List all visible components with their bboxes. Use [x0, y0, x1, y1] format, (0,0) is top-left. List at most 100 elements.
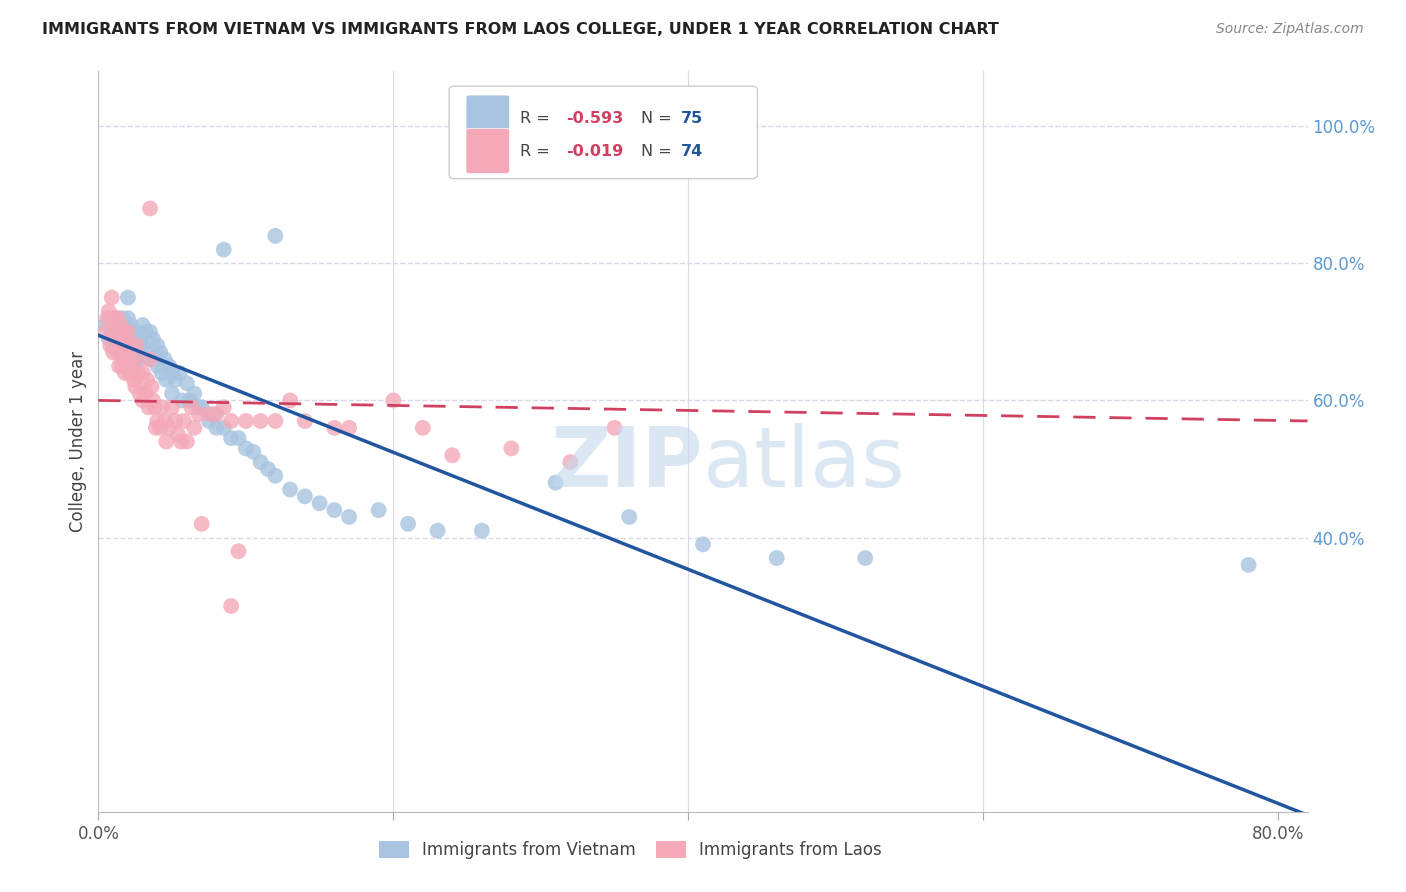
- Point: [603, 421, 626, 435]
- Point: [146, 414, 169, 428]
- Point: [143, 352, 166, 367]
- Point: [120, 318, 142, 332]
- Point: [179, 393, 201, 408]
- Point: [98, 338, 121, 352]
- Point: [96, 311, 118, 326]
- Point: [115, 332, 138, 346]
- Point: [131, 318, 153, 332]
- Y-axis label: College, Under 1 year: College, Under 1 year: [69, 351, 87, 533]
- Point: [560, 455, 582, 469]
- Point: [124, 352, 146, 367]
- Point: [121, 325, 143, 339]
- Point: [294, 489, 316, 503]
- Point: [308, 496, 330, 510]
- Point: [198, 407, 221, 421]
- Point: [136, 373, 159, 387]
- Point: [101, 325, 124, 339]
- Point: [412, 421, 434, 435]
- Point: [205, 421, 228, 435]
- Point: [183, 421, 205, 435]
- Point: [114, 345, 136, 359]
- Point: [278, 483, 301, 497]
- Point: [117, 352, 139, 367]
- Point: [441, 448, 464, 462]
- Point: [128, 386, 150, 401]
- Point: [153, 414, 176, 428]
- Point: [187, 407, 209, 421]
- Point: [111, 359, 134, 373]
- FancyBboxPatch shape: [465, 128, 509, 174]
- Point: [157, 359, 180, 373]
- Point: [139, 352, 162, 367]
- Point: [101, 338, 124, 352]
- Point: [104, 311, 127, 326]
- Point: [149, 421, 172, 435]
- Text: 75: 75: [682, 111, 703, 126]
- Point: [190, 401, 212, 415]
- Point: [692, 537, 714, 551]
- Point: [323, 421, 346, 435]
- Point: [121, 359, 143, 373]
- Point: [396, 516, 419, 531]
- Point: [337, 421, 360, 435]
- Point: [142, 332, 165, 346]
- Text: R =: R =: [520, 144, 555, 159]
- Point: [219, 431, 242, 445]
- Point: [170, 434, 193, 449]
- Point: [853, 551, 876, 566]
- Point: [167, 427, 190, 442]
- Point: [127, 366, 149, 380]
- Point: [138, 401, 160, 415]
- Point: [169, 366, 191, 380]
- Point: [294, 414, 316, 428]
- Point: [173, 414, 195, 428]
- Point: [180, 401, 202, 415]
- Point: [145, 421, 167, 435]
- Point: [264, 468, 287, 483]
- Point: [264, 414, 287, 428]
- Text: atlas: atlas: [703, 423, 904, 504]
- Point: [114, 366, 136, 380]
- Point: [212, 243, 235, 257]
- Point: [97, 304, 120, 318]
- Point: [176, 376, 198, 391]
- Point: [165, 373, 187, 387]
- Point: [110, 318, 132, 332]
- Point: [124, 352, 146, 367]
- Point: [97, 332, 120, 346]
- Point: [257, 462, 280, 476]
- Text: N =: N =: [641, 111, 678, 126]
- Point: [101, 325, 124, 339]
- Point: [228, 431, 250, 445]
- Point: [153, 352, 176, 367]
- Point: [131, 393, 153, 408]
- Point: [149, 345, 172, 359]
- Point: [110, 332, 132, 346]
- Text: IMMIGRANTS FROM VIETNAM VS IMMIGRANTS FROM LAOS COLLEGE, UNDER 1 YEAR CORRELATIO: IMMIGRANTS FROM VIETNAM VS IMMIGRANTS FR…: [42, 22, 1000, 37]
- Point: [120, 338, 142, 352]
- Point: [122, 373, 145, 387]
- Point: [98, 311, 121, 326]
- Text: R =: R =: [520, 111, 555, 126]
- Text: N =: N =: [641, 144, 678, 159]
- Point: [100, 291, 122, 305]
- Point: [142, 393, 165, 408]
- Point: [212, 421, 235, 435]
- Point: [141, 380, 163, 394]
- Point: [619, 510, 641, 524]
- Point: [264, 228, 287, 243]
- Point: [139, 352, 162, 367]
- Point: [190, 516, 212, 531]
- Point: [146, 359, 169, 373]
- Point: [118, 366, 141, 380]
- Text: -0.593: -0.593: [567, 111, 624, 126]
- Point: [124, 332, 146, 346]
- Text: 74: 74: [682, 144, 703, 159]
- Point: [112, 325, 135, 339]
- Point: [198, 414, 221, 428]
- Point: [205, 407, 228, 421]
- Point: [202, 407, 225, 421]
- Point: [146, 338, 169, 352]
- Text: -0.019: -0.019: [567, 144, 624, 159]
- Point: [117, 332, 139, 346]
